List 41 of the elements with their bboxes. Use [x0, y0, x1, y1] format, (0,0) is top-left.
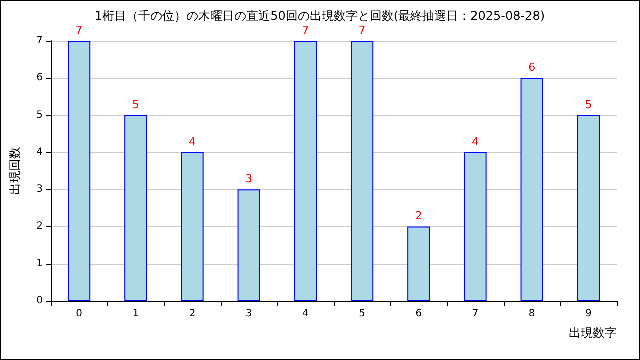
- bar: [408, 226, 430, 301]
- data-label: 4: [472, 135, 479, 148]
- x-tick-label: 5: [359, 308, 366, 320]
- chart-title: 1桁目（千の位）の木曜日の直近50回の出現数字と回数(最終抽選日：2025-08-28): [94, 9, 546, 23]
- y-axis-title: 出現回数: [8, 147, 22, 195]
- data-label: 5: [132, 98, 140, 112]
- x-tick-label: 8: [528, 308, 536, 320]
- y-tick-label: 7: [36, 36, 43, 46]
- data-label: 7: [76, 24, 83, 37]
- y-tick-label: 5: [36, 110, 43, 121]
- bar: [520, 78, 544, 301]
- y-tick-label: 4: [36, 146, 43, 158]
- x-tick-label: 2: [189, 308, 196, 320]
- y-tick-label: 1: [36, 258, 43, 270]
- bar: [181, 152, 204, 301]
- data-label: 2: [415, 210, 422, 223]
- bar: [294, 41, 318, 301]
- x-tick-label: 4: [302, 308, 309, 320]
- data-label: 4: [189, 135, 196, 148]
- y-tick-label: 3: [36, 184, 43, 196]
- x-tick-label: 7: [472, 308, 479, 320]
- x-tick-label: 1: [132, 308, 140, 320]
- y-tick-label: 6: [36, 72, 43, 84]
- bar: [464, 152, 487, 301]
- data-label: 5: [585, 98, 592, 112]
- y-tick-label: 0: [36, 296, 43, 306]
- x-axis-title: 出現数字: [569, 326, 617, 340]
- bar: [238, 190, 260, 301]
- x-tick-label: 3: [246, 308, 252, 320]
- bar: [577, 115, 600, 301]
- x-tick-label: 0: [76, 308, 82, 320]
- bar: [350, 41, 374, 301]
- data-label: 7: [302, 24, 310, 37]
- y-tick-label: 2: [36, 221, 43, 232]
- x-tick-label: 6: [416, 308, 422, 320]
- bar: [68, 41, 91, 301]
- bar: [124, 115, 148, 301]
- data-label: 7: [358, 24, 366, 37]
- data-label: 6: [528, 61, 536, 74]
- x-tick-label: 9: [586, 308, 592, 320]
- data-label: 3: [246, 172, 253, 186]
